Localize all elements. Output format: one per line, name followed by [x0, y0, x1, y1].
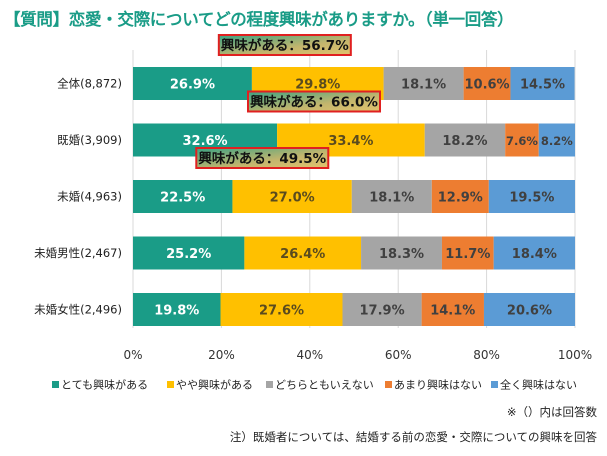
- annotation-box: [195, 147, 330, 169]
- legend-swatch: [491, 381, 498, 388]
- data-label: 8.2%: [541, 134, 573, 148]
- bar-segment: [342, 293, 422, 326]
- x-tick-label: 80%: [473, 348, 500, 362]
- bar-segment: [351, 180, 432, 213]
- data-label: 14.5%: [520, 78, 565, 93]
- legend-label: やや興味がある: [176, 378, 253, 392]
- x-tick-label: 100%: [558, 348, 592, 362]
- bar-segment: [493, 236, 575, 270]
- bar-segment: [538, 123, 575, 157]
- data-label: 33.4%: [328, 134, 373, 149]
- bar-segment: [505, 123, 539, 157]
- annotation-label: 興味がある：66.0%: [250, 94, 378, 111]
- category-label: 未婚男性(2,467): [34, 246, 122, 260]
- bar-segment: [244, 236, 362, 270]
- bar-segment: [133, 180, 233, 213]
- legend-label: 全く興味はない: [500, 378, 577, 392]
- data-label: 14.1%: [430, 304, 475, 319]
- legend-swatch: [385, 381, 392, 388]
- data-label: 27.0%: [270, 191, 315, 206]
- data-label: 27.6%: [259, 304, 304, 319]
- legend-swatch: [52, 381, 59, 388]
- data-label: 29.8%: [295, 78, 340, 93]
- x-tick-label: 20%: [208, 348, 235, 362]
- legend-swatch: [266, 381, 273, 388]
- data-label: 7.6%: [506, 134, 538, 148]
- legend-swatch: [167, 381, 174, 388]
- data-label: 18.4%: [512, 247, 557, 262]
- bar-segment: [383, 67, 464, 100]
- data-label: 22.5%: [160, 191, 205, 206]
- data-label: 10.6%: [464, 78, 509, 93]
- bar-segment: [232, 180, 352, 213]
- married-note: 注）既婚者については、結婚する前の恋愛・交際についての興味を回答: [229, 430, 597, 444]
- count-note: ※（）内は回答数: [506, 405, 597, 419]
- x-tick-label: 60%: [385, 348, 412, 362]
- category-label: 既婚(3,909): [57, 133, 122, 147]
- category-label: 未婚女性(2,496): [34, 303, 122, 317]
- bar-segment: [463, 67, 511, 100]
- x-tick-label: 0%: [123, 348, 142, 362]
- bar-segment: [510, 67, 575, 100]
- data-label: 19.5%: [509, 191, 554, 206]
- bar-segment: [133, 67, 252, 100]
- data-label: 18.1%: [401, 78, 446, 93]
- data-label: 11.7%: [445, 247, 490, 262]
- chart-title: 【質問】恋愛・交際についてどの程度興味がありますか。（単一回答）: [4, 10, 514, 29]
- annotation-label: 興味がある：56.7%: [221, 37, 349, 54]
- bar-segment: [431, 180, 489, 213]
- data-label: 17.9%: [360, 304, 405, 319]
- data-label: 25.2%: [166, 247, 211, 262]
- data-label: 19.8%: [154, 304, 199, 319]
- data-label: 26.9%: [170, 78, 215, 93]
- data-label: 18.2%: [442, 134, 487, 149]
- bar-segment: [483, 293, 575, 326]
- bar-segment: [361, 236, 442, 270]
- bar-segment: [441, 236, 494, 270]
- bar-segment: [220, 293, 343, 326]
- annotation-box: [246, 90, 381, 113]
- legend-label: あまり興味はない: [394, 379, 482, 392]
- annotation-box: [217, 34, 352, 56]
- data-label: 18.1%: [369, 191, 414, 206]
- category-label: 全体(8,872): [57, 77, 122, 91]
- bar-segment: [424, 123, 506, 157]
- data-label: 26.4%: [280, 247, 325, 262]
- data-label: 18.3%: [379, 247, 424, 262]
- legend-label: とても興味がある: [61, 378, 148, 392]
- annotation-label: 興味がある：49.5%: [198, 150, 326, 167]
- bar-segment: [133, 236, 245, 270]
- legend-label: どちらともいえない: [275, 379, 374, 392]
- x-tick-label: 40%: [296, 348, 323, 362]
- category-label: 未婚(4,963): [57, 190, 122, 204]
- bar-segment: [421, 293, 484, 326]
- data-label: 32.6%: [182, 134, 227, 149]
- bar-segment: [488, 180, 575, 213]
- data-label: 20.6%: [507, 304, 552, 319]
- bar-segment: [133, 293, 221, 326]
- data-label: 12.9%: [438, 191, 483, 206]
